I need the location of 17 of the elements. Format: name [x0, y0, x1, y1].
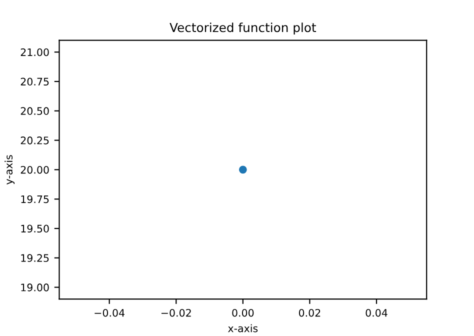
x-tick-label: −0.02: [161, 308, 191, 317]
x-tick-label: −0.04: [94, 308, 125, 317]
y-tick-label: 20.25: [20, 136, 49, 144]
y-tick-label: 19.50: [21, 224, 49, 233]
y-tick-label: 20.50: [20, 107, 49, 115]
y-axis-title: y-axis: [4, 155, 15, 184]
x-tick-label: 0.02: [298, 308, 320, 317]
y-tick-label: 20.00: [20, 166, 49, 174]
chart-title: Vectorized function plot: [170, 22, 316, 35]
x-tick-label: 0.04: [366, 308, 388, 317]
y-tick-label: 21.00: [20, 48, 49, 56]
x-axis-title: x-axis: [228, 324, 258, 332]
y-tick-label: 20.75: [20, 78, 49, 86]
y-tick-label: 19.75: [21, 195, 49, 204]
x-tick-label: 0.00: [232, 308, 254, 317]
y-tick-label: 19.00: [21, 284, 49, 292]
y-tick-label: 19.25: [21, 254, 49, 262]
